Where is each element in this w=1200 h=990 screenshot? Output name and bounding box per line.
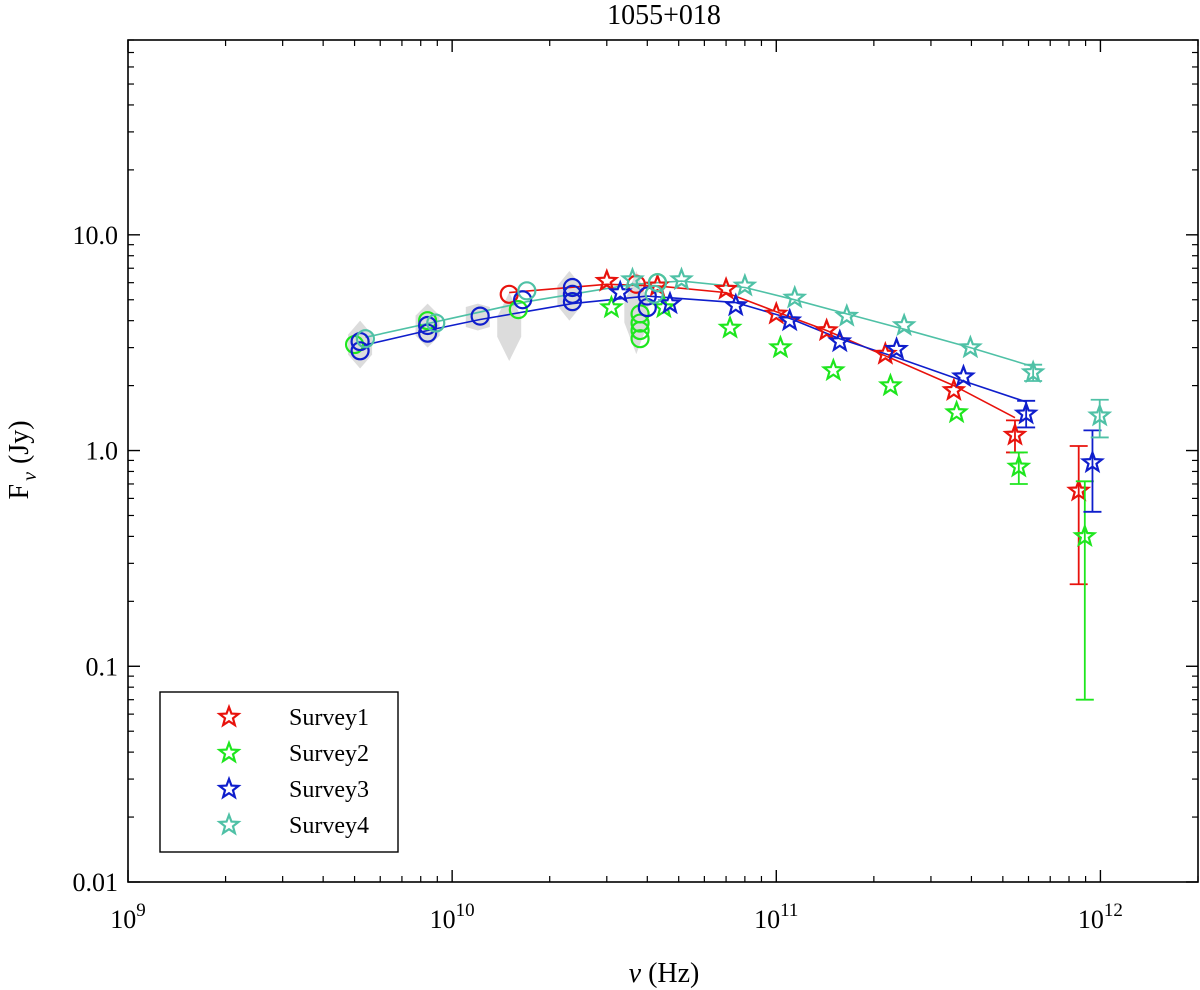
x-tick-base: 10	[110, 905, 136, 934]
survey3-circle-point	[513, 290, 533, 310]
legend: Survey1 Survey2 Survey3 Survey4	[159, 691, 399, 853]
chart-title: 1055+018	[607, 0, 721, 31]
x-axis-symbol: ν	[629, 958, 642, 989]
survey3-circle-point	[562, 284, 583, 304]
survey4-circle-point	[644, 284, 664, 304]
x-tick-base: 10	[754, 905, 780, 934]
fit-line-survey4	[365, 280, 1034, 368]
survey4-star-point	[619, 266, 645, 291]
legend-star-survey1	[216, 703, 242, 728]
survey3-star-point	[607, 279, 633, 304]
y-axis-unit: (Jy)	[4, 420, 35, 464]
legend-star-survey4	[216, 811, 242, 836]
survey2-circle-point	[630, 313, 650, 333]
survey2-star-point	[767, 334, 793, 359]
survey1-circle-point	[499, 284, 519, 304]
survey3-circle-point	[470, 306, 490, 326]
survey2-circle-point	[630, 329, 650, 349]
legend-label-survey3: Survey3	[289, 777, 369, 803]
survey4-star-point	[782, 284, 808, 309]
survey3-star-point	[950, 363, 976, 388]
survey4-star-point	[834, 302, 860, 327]
survey3-star-point	[1079, 449, 1105, 474]
x-tick-label: 109	[110, 900, 146, 934]
survey2-star-point	[820, 357, 846, 382]
survey3-circle-point	[637, 286, 657, 306]
survey2-circle-point	[508, 300, 528, 320]
survey3-star-point	[723, 292, 749, 317]
legend-box	[159, 691, 399, 853]
grey-band	[497, 292, 522, 362]
x-tick-exponent: 9	[136, 900, 146, 921]
survey2-star-point	[877, 372, 903, 397]
x-tick-exponent: 12	[1104, 900, 1123, 921]
legend-star-survey2	[216, 739, 242, 764]
survey2-star-point	[598, 294, 624, 319]
survey3-star-point	[884, 336, 910, 360]
x-tick-label: 1010	[430, 900, 475, 934]
y-tick-label: 0.01	[73, 868, 119, 897]
survey2-star-point	[717, 314, 743, 339]
fit-line-survey1	[509, 283, 1016, 419]
survey2-circle-point	[417, 311, 438, 331]
survey3-circle-point	[562, 292, 583, 312]
survey4-circle-point	[355, 329, 375, 349]
y-axis-title: Fν (Jy)	[4, 420, 41, 499]
survey3-circle-point	[417, 315, 438, 336]
x-tick-label: 1011	[754, 900, 798, 934]
survey1-star-point	[644, 272, 670, 297]
survey2-star-point	[1072, 523, 1098, 548]
survey2-star-point	[1006, 453, 1032, 478]
legend-label-survey4: Survey4	[289, 813, 369, 839]
survey4-circle-point	[517, 281, 537, 301]
y-axis-main: F	[4, 484, 35, 500]
x-tick-exponent: 10	[456, 900, 475, 921]
legend-label-survey1: Survey1	[289, 705, 369, 731]
survey3-star-point	[657, 290, 683, 315]
survey4-star-point	[732, 272, 758, 297]
survey4-circle-point	[647, 273, 668, 293]
survey1-star-point	[713, 275, 739, 300]
fit-lines	[359, 280, 1034, 419]
y-tick-label: 10.0	[73, 221, 119, 250]
survey4-star-point	[1020, 359, 1046, 384]
y-axis-subscript: ν	[19, 472, 41, 481]
survey3-star-point	[777, 307, 803, 332]
x-tick-exponent: 11	[780, 900, 798, 921]
survey1-star-point	[941, 377, 967, 402]
survey1-star-point	[594, 267, 620, 292]
survey4-star-point	[668, 266, 694, 291]
survey1-star-point	[763, 300, 789, 325]
survey1-star-point	[1066, 477, 1092, 502]
x-tick-base: 10	[1078, 905, 1104, 934]
survey3-circle-point	[350, 341, 370, 361]
data-points	[344, 266, 1113, 701]
survey1-star-point	[1002, 421, 1028, 446]
x-tick-base: 10	[430, 905, 456, 934]
survey4-star-point	[1087, 402, 1113, 427]
survey4-star-point	[891, 312, 917, 337]
y-tick-label: 1.0	[86, 437, 119, 466]
survey3-circle-point	[562, 277, 583, 298]
legend-star-survey3	[216, 775, 242, 800]
survey4-star-point	[957, 334, 983, 359]
survey1-star-point	[814, 317, 840, 342]
survey2-star-point	[944, 399, 970, 424]
x-tick-label: 1012	[1078, 900, 1123, 934]
survey4-circle-point	[426, 313, 446, 333]
legend-label-survey2: Survey2	[289, 741, 369, 767]
y-tick-label: 0.1	[86, 652, 119, 681]
survey3-star-point	[827, 328, 853, 353]
x-axis-unit: (Hz)	[641, 958, 699, 989]
fit-line-survey3	[359, 295, 1027, 403]
survey3-star-point	[1013, 400, 1039, 425]
x-axis-title: ν (Hz)	[629, 958, 700, 989]
